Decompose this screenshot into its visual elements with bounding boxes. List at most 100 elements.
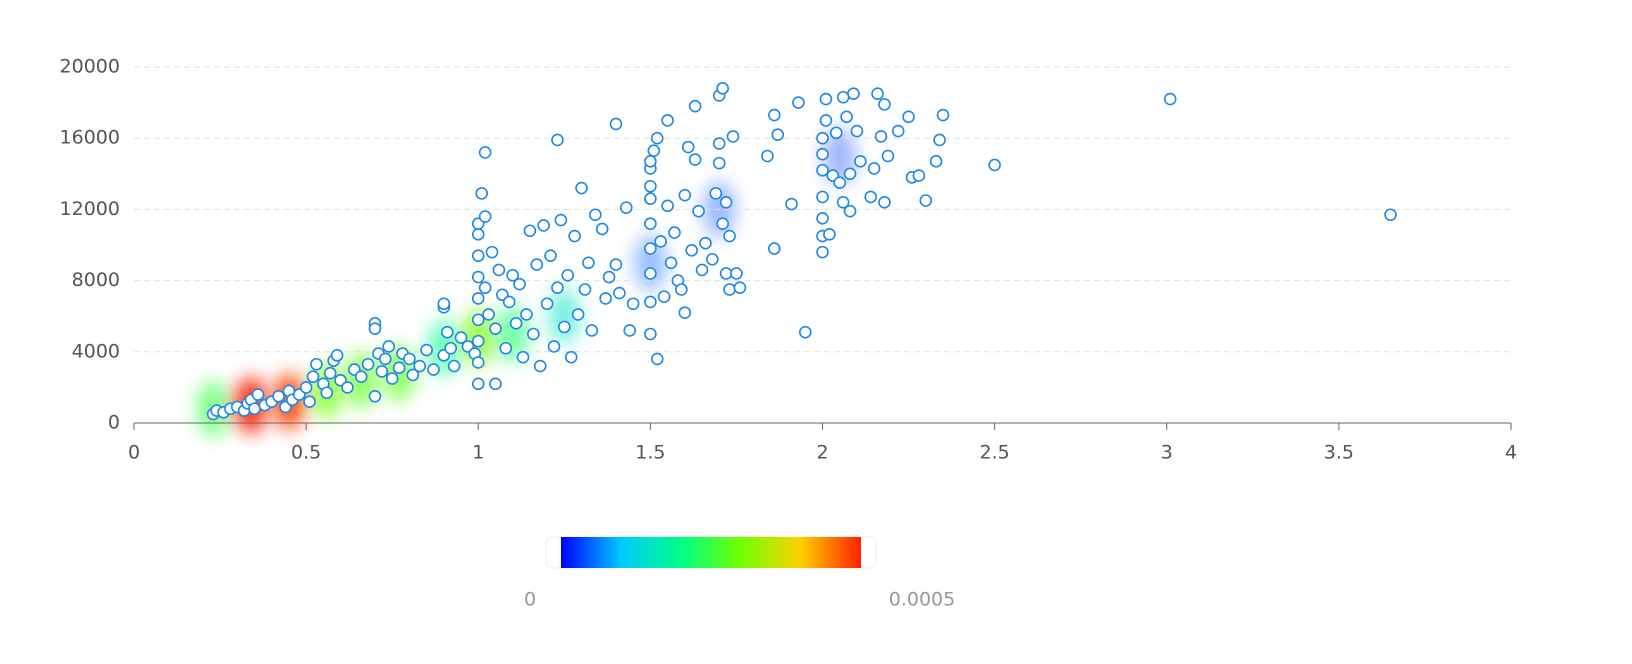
point xyxy=(675,283,688,296)
point xyxy=(650,352,664,366)
point xyxy=(840,110,853,124)
point xyxy=(582,256,595,270)
point xyxy=(706,252,719,266)
point xyxy=(644,217,657,230)
visual-map-min: 0 xyxy=(524,589,536,611)
point xyxy=(730,267,743,280)
point xyxy=(712,156,726,170)
point xyxy=(361,357,375,371)
point xyxy=(647,144,661,157)
point xyxy=(475,187,488,200)
point xyxy=(330,349,344,362)
point xyxy=(403,352,416,366)
point xyxy=(771,128,785,141)
point xyxy=(527,327,540,341)
point xyxy=(833,176,847,189)
point xyxy=(413,359,427,373)
x-tick-label: 4 xyxy=(1505,442,1517,464)
point xyxy=(623,324,637,337)
point xyxy=(836,195,850,209)
point xyxy=(816,131,829,145)
point xyxy=(368,322,382,335)
visual-map[interactable]: 0 0.0005 xyxy=(524,536,955,611)
point xyxy=(454,331,468,344)
point xyxy=(499,341,513,355)
point xyxy=(626,297,640,311)
point xyxy=(929,155,943,168)
point xyxy=(661,114,674,127)
point xyxy=(678,188,692,202)
point xyxy=(902,110,915,124)
point xyxy=(723,229,736,243)
point xyxy=(644,295,657,309)
point xyxy=(595,222,609,236)
x-tick-label: 3 xyxy=(1161,442,1173,464)
point xyxy=(578,283,592,296)
point xyxy=(392,361,406,375)
point xyxy=(644,267,657,280)
point xyxy=(478,146,492,159)
point xyxy=(471,270,485,284)
point xyxy=(723,283,736,296)
point xyxy=(644,155,657,168)
point xyxy=(891,124,905,138)
point xyxy=(733,281,747,295)
point xyxy=(406,368,420,382)
point xyxy=(847,87,860,100)
point xyxy=(437,297,451,311)
point xyxy=(761,149,774,163)
point xyxy=(829,126,843,140)
point xyxy=(719,267,733,280)
point xyxy=(471,313,485,327)
point xyxy=(554,213,568,227)
point xyxy=(568,229,581,243)
point xyxy=(650,131,664,145)
visual-map-bar xyxy=(561,537,861,568)
point xyxy=(516,350,530,364)
point xyxy=(613,286,626,300)
point xyxy=(864,190,877,204)
point xyxy=(843,167,857,181)
point xyxy=(644,242,657,255)
point xyxy=(375,365,389,378)
point xyxy=(688,153,702,166)
point xyxy=(523,224,537,238)
point xyxy=(320,386,334,400)
point xyxy=(489,377,502,391)
point xyxy=(644,192,657,206)
point xyxy=(482,308,495,321)
point xyxy=(816,190,829,204)
point xyxy=(427,363,440,376)
point xyxy=(1163,92,1177,106)
point xyxy=(571,308,585,321)
point xyxy=(836,90,850,104)
point xyxy=(709,187,723,200)
point xyxy=(558,320,571,334)
point xyxy=(695,263,709,277)
point xyxy=(681,140,695,154)
point xyxy=(368,389,382,403)
point xyxy=(867,162,881,175)
point xyxy=(816,147,829,161)
point xyxy=(478,210,492,223)
y-tick-label: 12000 xyxy=(60,198,120,220)
point xyxy=(471,377,485,391)
point xyxy=(575,181,588,195)
point xyxy=(303,395,316,408)
point xyxy=(685,244,698,257)
point xyxy=(816,163,829,177)
point xyxy=(798,325,812,339)
point xyxy=(661,199,674,213)
x-tick-label: 0.5 xyxy=(291,442,321,464)
point xyxy=(492,263,506,277)
point xyxy=(874,130,888,143)
point xyxy=(299,381,313,394)
point xyxy=(912,169,926,182)
point xyxy=(561,268,575,282)
point xyxy=(520,308,533,321)
point xyxy=(310,357,323,371)
point xyxy=(843,204,857,218)
point xyxy=(272,389,285,403)
